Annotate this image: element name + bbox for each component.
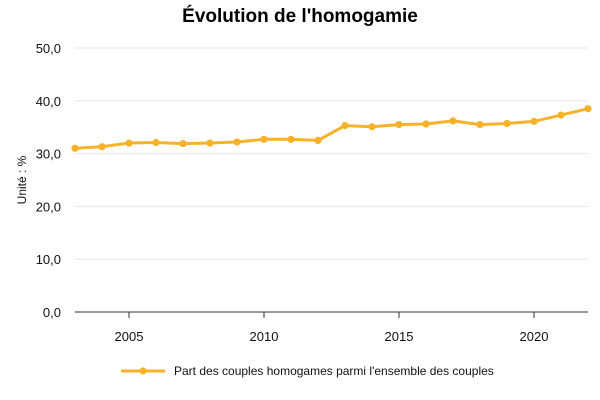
data-point[interactable] xyxy=(557,111,565,119)
x-axis-ticks: 2005 2010 2015 2020 xyxy=(115,312,549,344)
x-tick-label: 2005 xyxy=(115,329,144,344)
legend-swatch-marker xyxy=(139,367,147,375)
y-axis-ticks: 0,0 10,0 20,0 30,0 40,0 50,0 xyxy=(36,41,61,320)
data-point[interactable] xyxy=(206,139,214,147)
chart-title: Évolution de l'homogamie xyxy=(182,6,418,27)
data-point[interactable] xyxy=(152,138,160,147)
data-point[interactable] xyxy=(314,136,322,144)
x-tick-label: 2015 xyxy=(385,329,414,344)
x-tick-label: 2010 xyxy=(250,329,279,344)
y-tick-label: 30,0 xyxy=(36,147,61,162)
data-point[interactable] xyxy=(125,139,133,147)
data-point[interactable] xyxy=(395,120,403,129)
y-tick-label: 10,0 xyxy=(36,252,61,267)
y-tick-label: 40,0 xyxy=(36,94,61,109)
data-point[interactable] xyxy=(422,120,430,128)
x-tick-label: 2020 xyxy=(520,329,549,344)
data-point[interactable] xyxy=(530,117,538,125)
y-tick-label: 0,0 xyxy=(43,305,61,320)
data-point[interactable] xyxy=(233,138,241,146)
y-axis-label: Unité : % xyxy=(15,155,29,204)
data-point[interactable] xyxy=(368,123,376,131)
data-point[interactable] xyxy=(260,135,268,143)
data-point[interactable] xyxy=(287,135,295,143)
data-point[interactable] xyxy=(179,139,187,148)
data-point[interactable] xyxy=(476,120,484,129)
y-tick-label: 50,0 xyxy=(36,41,61,56)
data-point[interactable] xyxy=(98,143,106,151)
y-tick-label: 20,0 xyxy=(36,199,61,214)
data-point[interactable] xyxy=(341,122,349,130)
gridlines xyxy=(75,47,588,313)
data-point[interactable] xyxy=(449,117,457,125)
data-point[interactable] xyxy=(584,105,592,113)
data-point[interactable] xyxy=(71,144,79,152)
legend-label: Part des couples homogames parmi l'ensem… xyxy=(174,364,494,378)
legend[interactable]: Part des couples homogames parmi l'ensem… xyxy=(121,364,494,378)
series-line xyxy=(73,107,590,150)
data-series xyxy=(71,105,592,152)
data-point[interactable] xyxy=(503,119,511,128)
